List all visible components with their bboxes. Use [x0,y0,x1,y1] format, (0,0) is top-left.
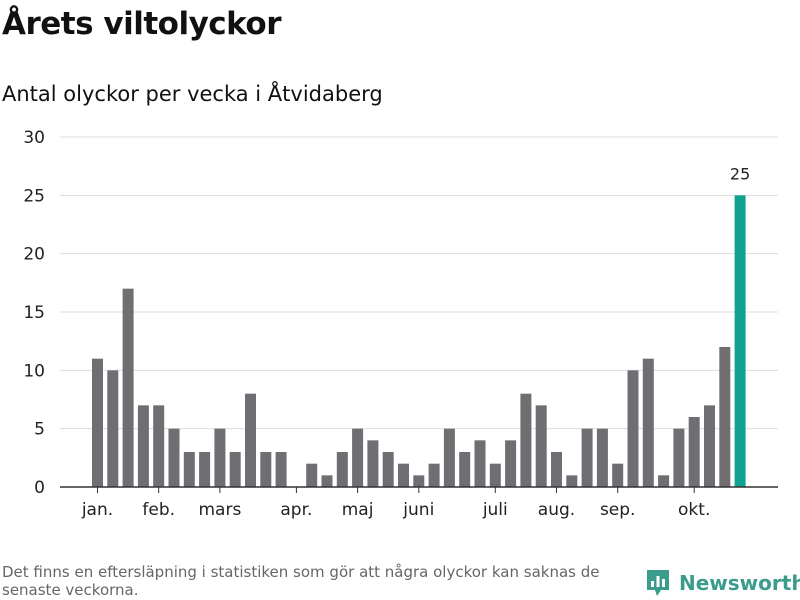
bar [245,393,256,487]
chart-title: Årets viltolyckor [2,6,282,42]
bar [443,428,455,487]
y-tick-label: 5 [34,420,45,440]
bar [627,370,639,487]
x-tick-label: juli [482,500,508,520]
brand-name: Newsworthy [679,571,800,595]
bar [642,358,654,487]
x-tick-label: jan. [81,500,113,520]
y-tick-label: 15 [23,303,45,323]
bar [352,428,364,487]
bars [92,195,746,488]
bar [551,452,562,487]
y-axis-ticks: 0 5 10 15 20 25 30 [23,128,45,498]
bar-chart: 0 5 10 15 20 25 30 jan. feb. mars apr. maj juni juli… [23,128,778,520]
bar [107,370,119,487]
bar [581,428,593,487]
bar [382,452,394,487]
x-tick-label: juni [402,500,434,520]
x-tick-label: sep. [600,500,636,520]
bar [535,405,547,487]
y-tick-label: 10 [23,361,45,381]
bar [596,428,608,487]
y-tick-label: 30 [23,128,45,148]
bar [122,288,134,487]
bar [306,463,318,487]
bar [413,475,425,487]
bar [336,452,348,487]
bar [92,358,103,487]
bar [137,405,149,487]
bar [229,452,241,487]
bar [688,417,700,487]
bar [199,452,211,487]
bar [520,393,532,487]
x-axis-ticks: jan. feb. mars apr. maj juni juli aug. sep. okt. [81,487,710,520]
bar [612,463,624,487]
y-tick-label: 20 [23,245,45,265]
x-tick-label: okt. [678,500,710,520]
y-tick-label: 25 [23,186,45,206]
bar [214,428,226,487]
x-tick-label: maj [342,500,374,520]
bar [367,440,379,487]
bar [474,440,486,487]
bar-highlight [734,195,746,488]
bar [704,405,715,487]
bar [673,428,685,487]
newsworthy-logo-icon [647,570,669,596]
bar [658,475,670,487]
bar [183,452,195,487]
x-tick-label: aug. [538,500,575,520]
data-labels: 25 [730,164,750,183]
x-tick-label: mars [198,500,241,520]
x-tick-label: feb. [142,500,175,520]
chart-subtitle: Antal olyckor per vecka i Åtvidaberg [2,82,383,106]
grid-lines [60,136,778,430]
bar [275,452,287,487]
bar [719,347,731,487]
bar [459,452,471,487]
y-tick-label: 0 [34,478,45,498]
bar [505,440,517,487]
highlight-data-label: 25 [730,164,750,183]
bar [153,405,165,487]
bar [321,475,333,487]
bar [398,463,409,487]
x-tick-label: apr. [280,500,312,520]
bar [260,452,272,487]
bar [566,475,578,487]
bar [168,428,180,487]
footnote: Det finns en eftersläpning i statistiken… [2,563,600,599]
brand-logo: Newsworthy [645,568,800,598]
bar [489,463,501,487]
bar [428,463,440,487]
